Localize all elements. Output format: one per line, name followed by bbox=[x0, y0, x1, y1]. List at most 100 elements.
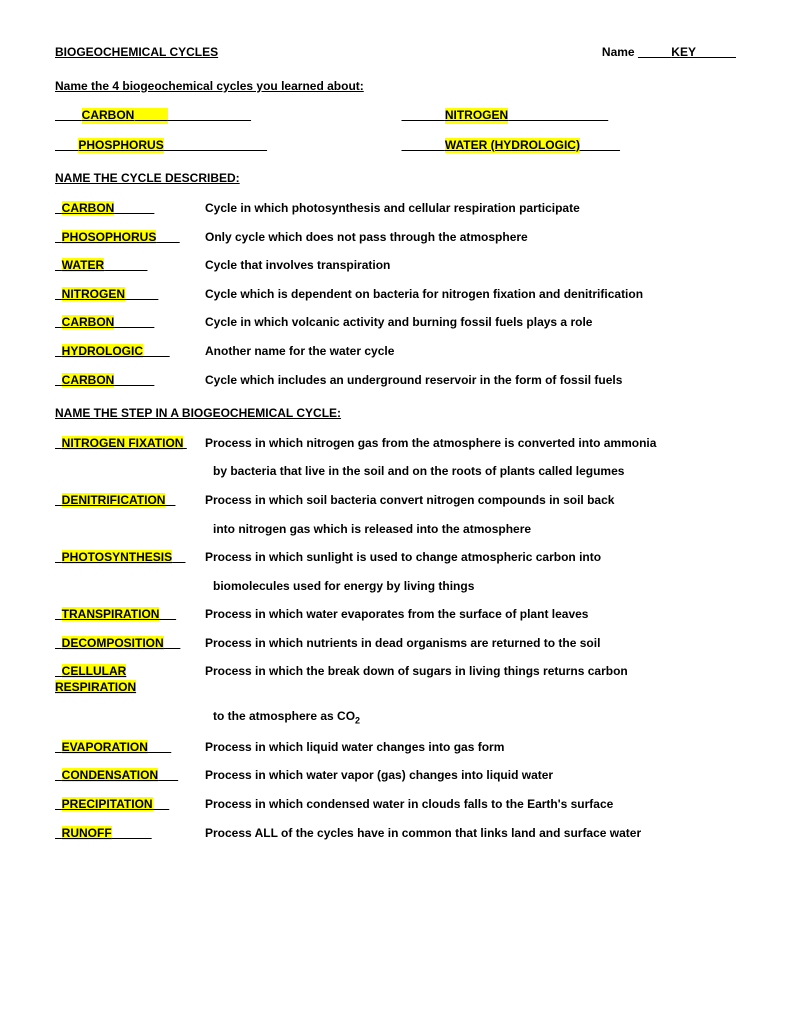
answer-box: PHOSOPHORUS bbox=[55, 230, 205, 246]
answer-row: DENITRIFICATION Process in which soil ba… bbox=[55, 493, 736, 509]
cycle-answer-1: CARBON bbox=[82, 108, 135, 124]
cycle-answer-2: NITROGEN bbox=[445, 108, 508, 124]
answer-row: CARBON Cycle in which volcanic activity … bbox=[55, 315, 736, 331]
blank bbox=[172, 550, 185, 564]
blank bbox=[55, 493, 62, 507]
answer-box: CELLULAR RESPIRATION bbox=[55, 664, 205, 695]
answer-row: EVAPORATION Process in which liquid wate… bbox=[55, 740, 736, 756]
describe-list: CARBON Cycle in which photosynthesis and… bbox=[55, 201, 736, 388]
blank bbox=[159, 607, 176, 621]
name-label: Name bbox=[602, 45, 635, 59]
answer-desc: Process in which water vapor (gas) chang… bbox=[205, 768, 736, 784]
answer-box: CARBON bbox=[55, 315, 205, 331]
answer-desc: Process in which liquid water changes in… bbox=[205, 740, 736, 756]
blank bbox=[112, 826, 152, 840]
answer-row: NITROGEN FIXATION Process in which nitro… bbox=[55, 436, 736, 452]
blank bbox=[143, 344, 170, 358]
answer-text: CARBON bbox=[62, 201, 115, 215]
answer-text: TRANSPIRATION bbox=[62, 607, 160, 621]
answer-desc: Process in which soil bacteria convert n… bbox=[205, 493, 736, 509]
answer-box: NITROGEN FIXATION bbox=[55, 436, 205, 452]
answer-text: NITROGEN bbox=[62, 287, 125, 301]
blank bbox=[402, 138, 445, 154]
answer-text: PHOSOPHORUS bbox=[62, 230, 157, 244]
answer-desc: Cycle in which photosynthesis and cellul… bbox=[205, 201, 736, 217]
blank bbox=[55, 201, 62, 215]
answer-desc: Process in which the break down of sugar… bbox=[205, 664, 736, 680]
section-steps-title: NAME THE STEP IN A BIOGEOCHEMICAL CYCLE: bbox=[55, 406, 736, 422]
blank bbox=[164, 138, 267, 154]
answer-box: CARBON bbox=[55, 201, 205, 217]
answer-text: CARBON bbox=[62, 315, 115, 329]
blank bbox=[55, 108, 82, 124]
blank bbox=[125, 287, 158, 301]
answer-text: PRECIPITATION bbox=[62, 797, 153, 811]
section-describe-title: NAME THE CYCLE DESCRIBED: bbox=[55, 171, 736, 187]
answer-box: CARBON bbox=[55, 373, 205, 389]
answer-row: DECOMPOSITION Process in which nutrients… bbox=[55, 636, 736, 652]
answer-box: WATER bbox=[55, 258, 205, 274]
answer-text: EVAPORATION bbox=[62, 740, 148, 754]
answer-desc: Only cycle which does not pass through t… bbox=[205, 230, 736, 246]
blank bbox=[158, 768, 178, 782]
name-blank-trail bbox=[696, 45, 736, 59]
blank bbox=[580, 138, 620, 154]
name-value: KEY bbox=[671, 45, 696, 59]
answer-desc: Process in which condensed water in clou… bbox=[205, 797, 736, 813]
blank bbox=[104, 258, 147, 272]
blank bbox=[134, 108, 167, 124]
blank bbox=[55, 607, 62, 621]
answer-box: DENITRIFICATION bbox=[55, 493, 205, 509]
header-row: BIOGEOCHEMICAL CYCLES Name KEY bbox=[55, 45, 736, 61]
answer-text: CONDENSATION bbox=[62, 768, 158, 782]
blank bbox=[164, 636, 181, 650]
blank bbox=[114, 373, 154, 387]
blank bbox=[55, 740, 62, 754]
answer-desc-cont: biomolecules used for energy by living t… bbox=[213, 579, 736, 595]
answer-box: NITROGEN bbox=[55, 287, 205, 303]
blank bbox=[148, 740, 171, 754]
blank bbox=[55, 373, 62, 387]
answer-box: PRECIPITATION bbox=[55, 797, 205, 813]
answer-text: RUNOFF bbox=[62, 826, 112, 840]
name-blank-lead bbox=[638, 45, 671, 59]
blank bbox=[55, 138, 78, 154]
blank bbox=[402, 108, 445, 124]
blank bbox=[55, 797, 62, 811]
answer-row: HYDROLOGIC Another name for the water cy… bbox=[55, 344, 736, 360]
answer-row: NITROGEN Cycle which is dependent on bac… bbox=[55, 287, 736, 303]
answer-row: CONDENSATION Process in which water vapo… bbox=[55, 768, 736, 784]
blank bbox=[114, 201, 154, 215]
answer-text: CARBON bbox=[62, 373, 115, 387]
prompt-four-cycles: Name the 4 biogeochemical cycles you lea… bbox=[55, 79, 736, 95]
answer-box: PHOTOSYNTHESIS bbox=[55, 550, 205, 566]
answer-desc-cont: into nitrogen gas which is released into… bbox=[213, 522, 736, 538]
blank bbox=[55, 550, 62, 564]
answer-box: DECOMPOSITION bbox=[55, 636, 205, 652]
steps-list: NITROGEN FIXATION Process in which nitro… bbox=[55, 436, 736, 841]
answer-text: PHOTOSYNTHESIS bbox=[62, 550, 172, 564]
answer-text: NITROGEN FIXATION bbox=[62, 436, 184, 450]
blank bbox=[55, 287, 62, 301]
answer-row: TRANSPIRATION Process in which water eva… bbox=[55, 607, 736, 623]
cycle-answer-4: WATER (HYDROLOGIC) bbox=[445, 138, 580, 154]
answer-desc: Cycle that involves transpiration bbox=[205, 258, 736, 274]
name-field: Name KEY bbox=[602, 45, 736, 61]
answer-text: WATER bbox=[62, 258, 104, 272]
blank bbox=[183, 436, 186, 450]
answer-box: RUNOFF bbox=[55, 826, 205, 842]
cycles-row-2: PHOSPHORUS WATER (HYDROLOGIC) bbox=[55, 138, 736, 154]
blank bbox=[55, 258, 62, 272]
answer-row: PHOSOPHORUS Only cycle which does not pa… bbox=[55, 230, 736, 246]
answer-row: WATER Cycle that involves transpiration bbox=[55, 258, 736, 274]
answer-row: PRECIPITATION Process in which condensed… bbox=[55, 797, 736, 813]
answer-desc: Process in which sunlight is used to cha… bbox=[205, 550, 736, 566]
answer-desc: Cycle in which volcanic activity and bur… bbox=[205, 315, 736, 331]
cycles-row-1: CARBON NITROGEN bbox=[55, 108, 736, 124]
blank bbox=[165, 493, 175, 507]
answer-text: DENITRIFICATION bbox=[62, 493, 166, 507]
answer-box: HYDROLOGIC bbox=[55, 344, 205, 360]
blank bbox=[55, 436, 62, 450]
blank bbox=[55, 826, 62, 840]
answer-row: CELLULAR RESPIRATION Process in which th… bbox=[55, 664, 736, 695]
